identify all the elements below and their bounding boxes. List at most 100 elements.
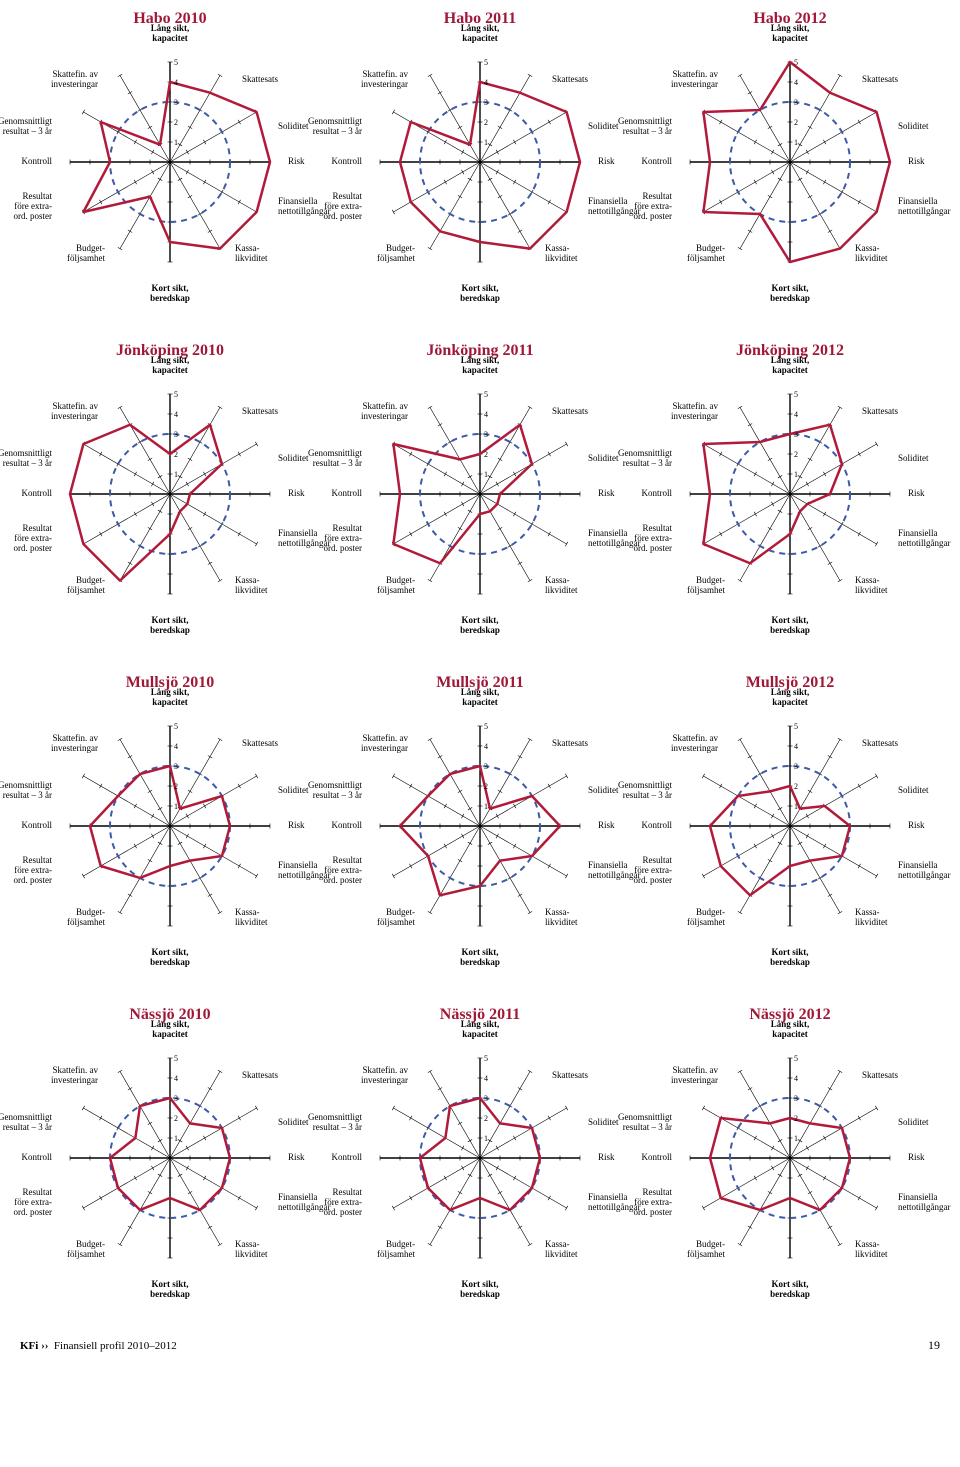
axis-label: Lång sikt, kapacitet [151, 1020, 190, 1040]
axis-label: Skattefin. av investeringar [671, 1066, 718, 1086]
axis-label: Risk [908, 821, 925, 831]
radar-canvas: 12345Lång sikt, kapacitetSkattesatsSolid… [330, 32, 630, 292]
axis-label: Risk [288, 157, 305, 167]
axis-label: Resultat före extra- ord. poster [14, 1188, 53, 1218]
axis-label: Kort sikt, beredskap [150, 948, 190, 968]
axis-label: Kassa- likviditet [545, 908, 578, 928]
svg-text:2: 2 [484, 118, 488, 127]
radar-chart: Nässjö 201112345Lång sikt, kapacitetSkat… [330, 1006, 630, 1288]
radar-chart: Jönköping 201012345Lång sikt, kapacitetS… [20, 342, 320, 624]
axis-label: Kontroll [642, 157, 673, 167]
axis-label: Skattefin. av investeringar [361, 70, 408, 90]
radar-chart: Habo 201012345Lång sikt, kapacitetSkatte… [20, 10, 320, 292]
svg-text:1: 1 [794, 138, 798, 147]
svg-text:5: 5 [484, 58, 488, 67]
svg-text:1: 1 [484, 470, 488, 479]
axis-label: Lång sikt, kapacitet [461, 688, 500, 708]
radar-canvas: 12345Lång sikt, kapacitetSkattesatsSolid… [640, 1028, 940, 1288]
axis-label: Risk [908, 157, 925, 167]
axis-label: Skattefin. av investeringar [51, 70, 98, 90]
radar-canvas: 12345Lång sikt, kapacitetSkattesatsSolid… [330, 364, 630, 624]
radar-canvas: 12345Lång sikt, kapacitetSkattesatsSolid… [640, 696, 940, 956]
axis-label: Resultat före extra- ord. poster [324, 524, 363, 554]
radar-grid: Habo 201012345Lång sikt, kapacitetSkatte… [20, 10, 940, 1288]
axis-label: Soliditet [898, 1118, 929, 1128]
svg-text:3: 3 [794, 762, 798, 771]
svg-text:2: 2 [174, 118, 178, 127]
axis-label: Kassa- likviditet [235, 576, 268, 596]
axis-label: Kassa- likviditet [855, 576, 888, 596]
svg-text:3: 3 [794, 430, 798, 439]
axis-label: Skattesats [862, 1071, 898, 1081]
svg-text:2: 2 [174, 450, 178, 459]
axis-label: Kontroll [332, 157, 363, 167]
axis-label: Lång sikt, kapacitet [151, 24, 190, 44]
axis-label: Kort sikt, beredskap [770, 284, 810, 304]
axis-label: Lång sikt, kapacitet [771, 688, 810, 708]
axis-label: Genomsnittligt resultat – 3 år [0, 117, 52, 137]
axis-label: Budget- följsamhet [67, 244, 105, 264]
axis-label: Kontroll [642, 821, 673, 831]
axis-label: Skattefin. av investeringar [51, 1066, 98, 1086]
svg-text:1: 1 [484, 1134, 488, 1143]
axis-label: Risk [288, 1153, 305, 1163]
axis-label: Genomsnittligt resultat – 3 år [308, 449, 362, 469]
axis-label: Skattesats [242, 75, 278, 85]
axis-label: Kassa- likviditet [235, 908, 268, 928]
axis-label: Lång sikt, kapacitet [461, 1020, 500, 1040]
axis-label: Skattesats [552, 407, 588, 417]
axis-label: Risk [598, 1153, 615, 1163]
axis-label: Risk [908, 1153, 925, 1163]
svg-text:5: 5 [484, 722, 488, 731]
axis-label: Kassa- likviditet [855, 1240, 888, 1260]
axis-label: Budget- följsamhet [687, 576, 725, 596]
axis-label: Kort sikt, beredskap [460, 1280, 500, 1300]
axis-label: Resultat före extra- ord. poster [14, 524, 53, 554]
axis-label: Budget- följsamhet [67, 1240, 105, 1260]
axis-label: Soliditet [588, 1118, 619, 1128]
axis-label: Soliditet [278, 786, 309, 796]
axis-label: Skattefin. av investeringar [361, 734, 408, 754]
axis-label: Genomsnittligt resultat – 3 år [308, 117, 362, 137]
svg-text:3: 3 [174, 762, 178, 771]
axis-label: Budget- följsamhet [67, 576, 105, 596]
radar-canvas: 12345Lång sikt, kapacitetSkattesatsSolid… [20, 696, 320, 956]
svg-text:2: 2 [794, 450, 798, 459]
axis-label: Genomsnittligt resultat – 3 år [0, 449, 52, 469]
axis-label: Genomsnittligt resultat – 3 år [0, 1113, 52, 1133]
svg-text:5: 5 [174, 390, 178, 399]
axis-label: Kort sikt, beredskap [460, 616, 500, 636]
axis-label: Lång sikt, kapacitet [461, 356, 500, 376]
svg-text:3: 3 [484, 98, 488, 107]
axis-label: Genomsnittligt resultat – 3 år [0, 781, 52, 801]
axis-label: Budget- följsamhet [377, 576, 415, 596]
svg-text:5: 5 [794, 390, 798, 399]
axis-label: Lång sikt, kapacitet [771, 24, 810, 44]
axis-label: Soliditet [588, 786, 619, 796]
axis-label: Risk [288, 821, 305, 831]
axis-label: Soliditet [898, 122, 929, 132]
axis-label: Resultat före extra- ord. poster [14, 856, 53, 886]
svg-text:2: 2 [794, 782, 798, 791]
axis-label: Kontroll [332, 489, 363, 499]
axis-label: Kort sikt, beredskap [770, 1280, 810, 1300]
axis-label: Finansiella nettotillgångar [898, 197, 950, 217]
axis-label: Finansiella nettotillgångar [898, 529, 950, 549]
axis-label: Kontroll [642, 1153, 673, 1163]
axis-label: Genomsnittligt resultat – 3 år [618, 1113, 672, 1133]
svg-text:4: 4 [174, 1074, 178, 1083]
axis-label: Resultat före extra- ord. poster [634, 524, 673, 554]
axis-label: Kort sikt, beredskap [770, 948, 810, 968]
svg-text:4: 4 [794, 742, 798, 751]
svg-text:1: 1 [794, 802, 798, 811]
svg-text:5: 5 [174, 58, 178, 67]
svg-text:5: 5 [174, 722, 178, 731]
svg-text:4: 4 [484, 410, 488, 419]
axis-label: Soliditet [898, 454, 929, 464]
radar-canvas: 12345Lång sikt, kapacitetSkattesatsSolid… [20, 364, 320, 624]
axis-label: Skattesats [242, 1071, 278, 1081]
radar-chart: Nässjö 201212345Lång sikt, kapacitetSkat… [640, 1006, 940, 1288]
axis-label: Kassa- likviditet [855, 244, 888, 264]
radar-chart: Habo 201112345Lång sikt, kapacitetSkatte… [330, 10, 630, 292]
axis-label: Kontroll [332, 821, 363, 831]
